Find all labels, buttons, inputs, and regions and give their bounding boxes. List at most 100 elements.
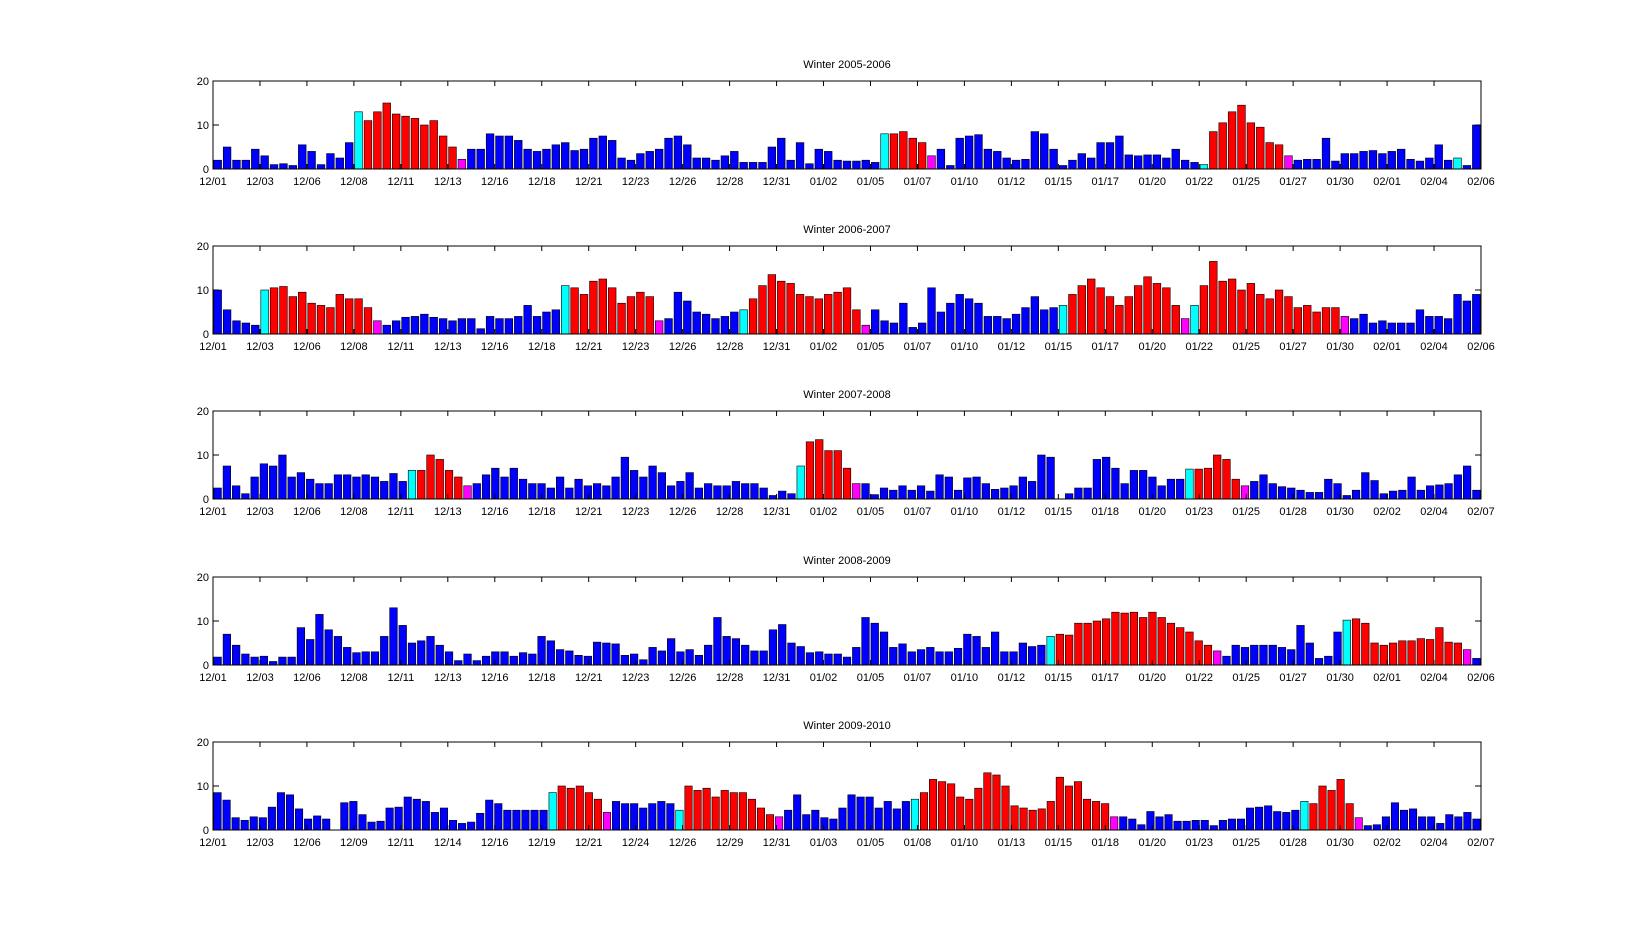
bar	[871, 309, 880, 335]
bar	[458, 823, 467, 831]
x-tick-label: 12/28	[716, 506, 744, 518]
bar	[542, 148, 551, 170]
x-tick-label: 02/02	[1373, 837, 1401, 849]
bar	[1296, 489, 1305, 500]
x-tick-label: 01/07	[904, 672, 932, 684]
bar	[1416, 638, 1425, 666]
bar	[306, 478, 315, 500]
bar	[1277, 647, 1287, 666]
x-tick-label: 02/04	[1420, 837, 1448, 849]
bar	[636, 291, 645, 335]
bar	[711, 159, 720, 170]
bar	[1227, 278, 1237, 335]
bar	[380, 481, 389, 500]
bar	[814, 298, 823, 335]
x-tick-label: 01/23	[1185, 837, 1213, 849]
x-tick-label: 01/17	[1092, 176, 1120, 188]
bar	[1425, 157, 1434, 170]
bar	[514, 316, 523, 335]
bar	[1162, 157, 1171, 170]
x-tick-label: 01/05	[857, 341, 885, 353]
bar	[565, 650, 574, 666]
bar	[1435, 484, 1444, 500]
bar	[767, 146, 777, 170]
x-tick-label: 02/06	[1467, 341, 1495, 353]
bar	[1368, 150, 1378, 170]
bar	[1445, 814, 1454, 831]
bar	[1077, 285, 1086, 335]
bar	[981, 483, 990, 500]
x-tick-label: 12/01	[199, 672, 227, 684]
bar	[333, 636, 343, 666]
x-tick-label: 12/06	[293, 341, 321, 353]
bar	[367, 821, 376, 831]
bar	[523, 305, 532, 335]
bar	[833, 159, 842, 170]
bar	[546, 487, 555, 500]
bar	[304, 818, 313, 831]
bar	[929, 779, 938, 831]
x-tick-label: 12/28	[716, 672, 744, 684]
bar	[664, 137, 673, 170]
y-tick-label: 0	[203, 494, 209, 506]
x-tick-label: 01/30	[1326, 506, 1354, 518]
bar	[617, 302, 626, 335]
bar	[935, 474, 944, 500]
bar	[570, 287, 579, 335]
bar	[565, 487, 574, 500]
bar	[713, 617, 722, 666]
bar	[739, 309, 748, 335]
bar	[805, 441, 815, 500]
bar	[1265, 142, 1274, 170]
bar	[485, 133, 495, 170]
bar	[232, 644, 241, 666]
bar	[1030, 296, 1039, 335]
x-tick-label: 12/31	[763, 837, 791, 849]
bar	[1049, 148, 1058, 170]
bar	[1040, 309, 1049, 335]
bar	[1372, 824, 1381, 831]
bar	[972, 476, 981, 500]
bar	[288, 296, 297, 335]
bar	[748, 298, 758, 335]
bar	[1312, 311, 1321, 335]
panel-2: Winter 2006-2007 0 10 20 12/01 12/03 12/06 12/0…	[197, 224, 1495, 353]
x-tick-label: 02/02	[1373, 506, 1401, 518]
bar	[1124, 296, 1133, 335]
bar	[1287, 487, 1296, 500]
bar	[1002, 157, 1011, 170]
bar	[927, 287, 936, 335]
bar	[1218, 820, 1227, 831]
bar	[1379, 493, 1388, 500]
bar	[1314, 658, 1324, 666]
x-tick-label: 01/02	[810, 672, 838, 684]
bar	[260, 155, 269, 170]
bar	[796, 646, 805, 666]
bar	[1134, 285, 1143, 335]
bar	[1213, 454, 1222, 500]
bar	[1074, 487, 1083, 500]
bar	[926, 647, 935, 666]
bar	[1463, 465, 1472, 500]
bar	[561, 142, 570, 170]
bar	[1237, 289, 1246, 335]
bar	[555, 476, 565, 500]
bar	[454, 660, 463, 666]
bar	[1000, 651, 1009, 666]
bar	[1250, 481, 1259, 500]
bar	[820, 817, 829, 831]
bar	[1096, 287, 1105, 335]
x-tick-label: 12/08	[340, 341, 368, 353]
bar	[546, 640, 555, 666]
x-tick-label: 01/15	[1045, 837, 1073, 849]
bar	[589, 280, 598, 335]
x-tick-label: 01/25	[1232, 341, 1260, 353]
bar	[583, 655, 592, 666]
bar	[1199, 164, 1209, 170]
bar	[738, 792, 747, 831]
x-tick-label: 12/13	[434, 672, 462, 684]
panel-title: Winter 2005-2006	[803, 59, 890, 71]
bar	[1359, 151, 1368, 170]
bar	[481, 655, 491, 666]
bar	[1324, 655, 1333, 666]
